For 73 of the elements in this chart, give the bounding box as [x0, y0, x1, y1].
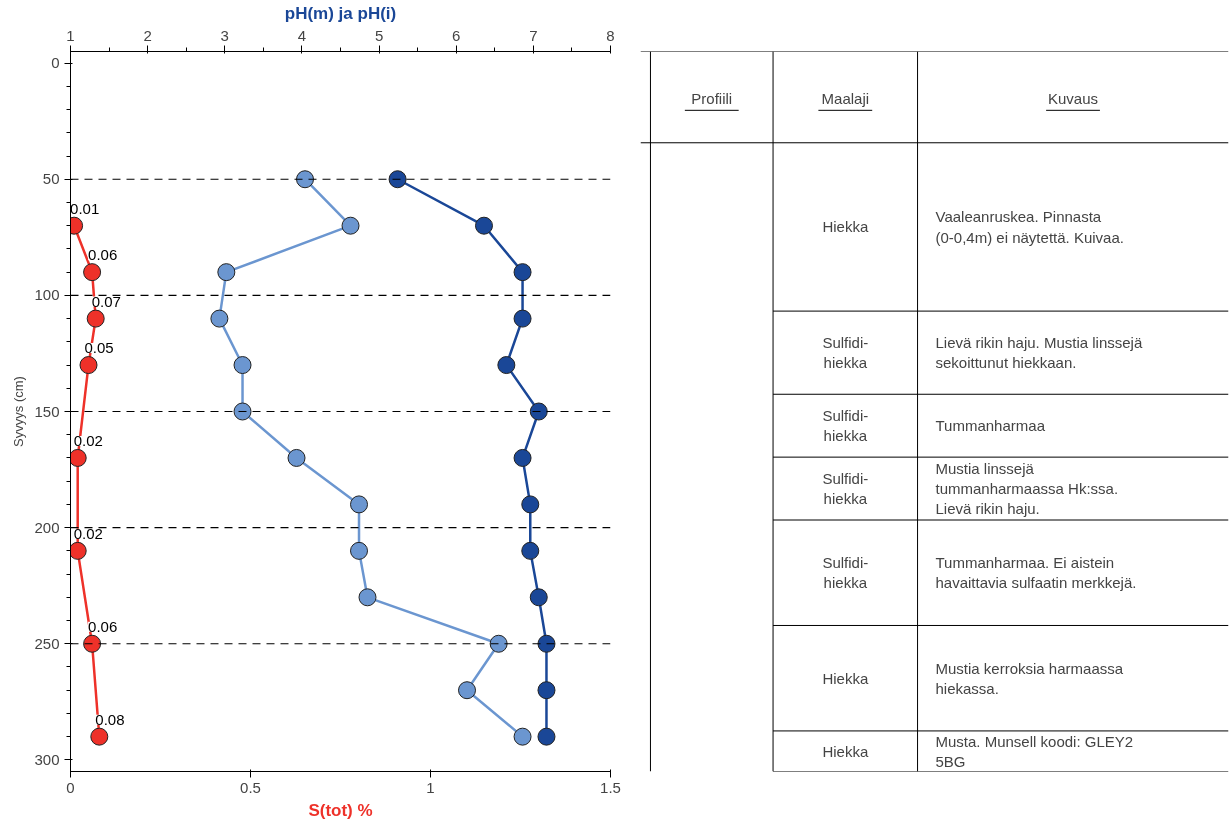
point	[489, 634, 508, 653]
point	[233, 356, 252, 375]
x2-tick-label: 4	[297, 26, 307, 44]
point	[341, 216, 360, 235]
x2-tick-label: 5	[374, 26, 384, 44]
category-label: Kuvaus	[1048, 89, 1099, 107]
x2-tick-label: 8	[606, 26, 615, 44]
point	[458, 681, 477, 700]
point	[217, 263, 236, 282]
point	[513, 727, 532, 746]
point	[513, 309, 532, 328]
x2-tick-label: 3	[220, 26, 229, 44]
data-label: 0.02	[73, 524, 103, 542]
point	[233, 402, 252, 421]
category-label: Sulfidi- hiekka	[822, 554, 869, 592]
point	[287, 448, 306, 467]
point	[513, 448, 532, 467]
category-label: Sulfidi- hiekka	[822, 407, 869, 445]
data-label: 0.06	[88, 617, 118, 635]
category-label: Tummanharmaa	[935, 417, 1045, 435]
data-label: 0.02	[73, 431, 103, 449]
data-label: 0.08	[95, 710, 125, 728]
point	[537, 634, 556, 653]
category-label: Profiili	[691, 89, 733, 107]
point	[529, 588, 548, 607]
point	[537, 727, 556, 746]
y-tick-label: 200	[34, 518, 60, 536]
point	[210, 309, 229, 328]
point	[521, 541, 540, 560]
x2-tick-label: 6	[452, 26, 461, 44]
x2-axis-title: pH(m) ja pH(i)	[284, 3, 397, 23]
y-tick-label: 50	[42, 170, 60, 188]
y-tick-label: 150	[34, 402, 60, 420]
point	[358, 588, 377, 607]
point	[474, 216, 493, 235]
y-tick-label: 100	[34, 286, 60, 304]
category-label: Mustia linssejä tummanharmaassa Hk:ssa. Lievä rikin haju.	[935, 459, 1119, 518]
x-tick-label: 1.5	[600, 778, 621, 796]
x2-tick-label: 7	[529, 26, 538, 44]
data-label: 0.01	[70, 199, 100, 217]
y-tick-label: 250	[34, 634, 60, 652]
category-label: Hiekka	[822, 669, 869, 687]
point	[388, 170, 407, 189]
point	[350, 541, 369, 560]
y-tick-label: 0	[51, 54, 60, 72]
category-label: Musta. Munsell koodi: GLEY2 5BG	[935, 732, 1134, 770]
category-label: Sulfidi- hiekka	[822, 469, 869, 508]
category-label: Hiekka	[822, 218, 869, 236]
point	[296, 170, 315, 189]
point	[497, 356, 516, 375]
category-label: Sulfidi- hiekka	[822, 333, 869, 372]
category-label: Lievä rikin haju. Mustia linssejä sekoittunut hiekkaan.	[935, 333, 1143, 372]
x-tick-label: 0	[66, 778, 75, 796]
x-tick-label: 0.5	[240, 778, 261, 796]
x2-tick-label: 1	[66, 26, 75, 44]
category-label: Vaaleanruskea. Pinnasta (0-0,4m) ei näytettä. Kuivaa.	[935, 208, 1124, 246]
category-label: Hiekka	[822, 742, 869, 760]
point	[537, 681, 556, 700]
point	[350, 495, 369, 514]
point	[521, 495, 540, 514]
x2-tick-label: 2	[143, 26, 152, 44]
x-tick-label: 1	[426, 778, 435, 796]
data-label: 0.06	[88, 246, 118, 264]
x-axis-title: S(tot) %	[308, 800, 373, 820]
category-label: Maalaji	[821, 89, 870, 107]
data-label: 0.07	[91, 292, 121, 310]
point	[513, 263, 532, 282]
data-label: 0.05	[84, 339, 114, 357]
point	[529, 402, 548, 421]
category-label: Tummanharmaa. Ei aistein havaittavia sulfaatin merkkejä.	[935, 554, 1137, 592]
y-axis-title: Syvyys (cm)	[11, 376, 27, 447]
y-tick-label: 300	[34, 750, 60, 768]
category-label: Mustia kerroksia harmaassa hiekassa.	[935, 659, 1124, 697]
